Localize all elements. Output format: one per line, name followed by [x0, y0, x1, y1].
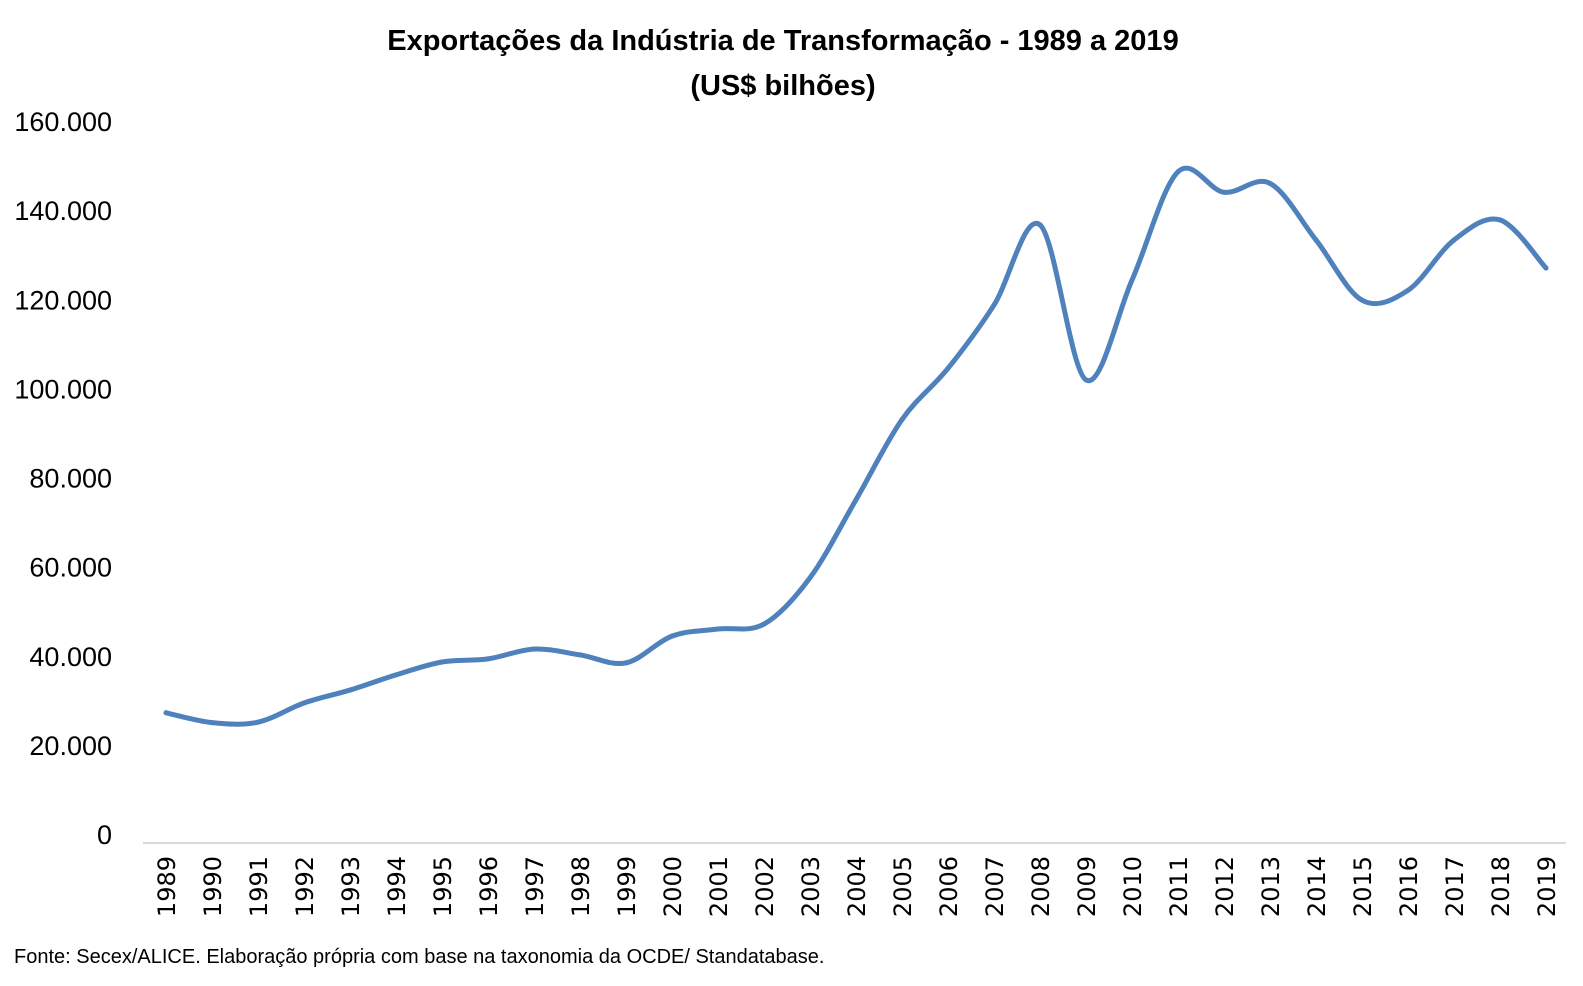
y-tick-label: 0 [97, 820, 112, 850]
data-point-1989 [163, 710, 169, 716]
x-tick-label: 2005 [889, 856, 917, 917]
data-point-1994 [393, 672, 399, 678]
x-tick-label: 2006 [935, 856, 963, 917]
y-tick-label: 20.000 [29, 731, 112, 761]
data-point-2010 [1129, 277, 1135, 283]
data-point-2014 [1313, 237, 1319, 243]
x-tick-label: 1995 [429, 856, 457, 917]
data-point-1993 [347, 687, 353, 693]
x-tick-label: 2014 [1303, 856, 1331, 917]
x-tick-label: 1998 [567, 856, 595, 917]
data-point-1998 [577, 652, 583, 658]
data-point-1996 [485, 656, 491, 662]
x-tick-label: 1989 [153, 856, 181, 917]
data-point-1997 [531, 646, 537, 652]
data-point-1991 [255, 719, 261, 725]
x-tick-label: 1999 [613, 856, 641, 917]
x-tick-label: 2016 [1395, 856, 1423, 917]
y-tick-label: 60.000 [29, 553, 112, 583]
data-point-2007 [991, 302, 997, 308]
x-tick-label: 2015 [1349, 856, 1377, 917]
y-axis: 0 20.000 40.000 60.000 80.000 100.000 120.000 1… [14, 107, 112, 850]
x-tick-label: 2002 [751, 856, 779, 917]
data-point-2015 [1359, 297, 1365, 303]
series-points [163, 169, 1549, 726]
source-note: Fonte: Secex/ALICE. Elaboração própria c… [14, 946, 825, 968]
x-tick-label: 1996 [475, 856, 503, 917]
data-point-2002 [761, 621, 767, 627]
chart-title: Exportações da Indústria de Transformaçã… [387, 25, 1178, 57]
y-tick-label: 160.000 [14, 107, 112, 137]
x-tick-label: 1992 [291, 856, 319, 917]
data-point-2013 [1267, 180, 1273, 186]
data-point-2012 [1221, 189, 1227, 195]
data-point-2005 [899, 417, 905, 423]
x-tick-label: 1997 [521, 856, 549, 917]
data-point-2018 [1497, 217, 1503, 223]
data-point-1990 [209, 720, 215, 726]
x-tick-label: 2010 [1119, 856, 1147, 917]
x-tick-label: 2000 [659, 856, 687, 917]
y-tick-label: 80.000 [29, 464, 112, 494]
x-tick-label: 2019 [1533, 856, 1561, 917]
y-tick-label: 40.000 [29, 642, 112, 672]
x-tick-label: 2009 [1073, 856, 1101, 917]
data-point-2004 [853, 497, 859, 503]
series-line [163, 165, 1549, 727]
data-point-2006 [945, 365, 951, 371]
x-tick-label: 2013 [1257, 856, 1285, 917]
x-tick-label: 2011 [1165, 856, 1193, 917]
data-point-1999 [623, 660, 629, 666]
x-tick-label: 1991 [245, 856, 273, 917]
data-point-2009 [1083, 377, 1089, 383]
x-tick-label: 2004 [843, 856, 871, 917]
y-tick-label: 120.000 [14, 285, 112, 315]
x-tick-label: 2003 [797, 856, 825, 917]
y-tick-label: 140.000 [14, 196, 112, 226]
data-point-2000 [669, 633, 675, 639]
data-point-2008 [1037, 222, 1043, 228]
x-axis: 1989 1990 1991 1992 1993 1994 1995 1996 1997 1998… [153, 856, 1561, 917]
y-tick-label: 100.000 [14, 374, 112, 404]
data-point-2003 [807, 575, 813, 581]
data-point-2019 [1543, 265, 1549, 271]
data-point-1995 [439, 659, 445, 665]
data-point-2001 [715, 626, 721, 632]
x-tick-label: 2001 [705, 856, 733, 917]
x-tick-label: 2012 [1211, 856, 1239, 917]
x-tick-label: 1993 [337, 856, 365, 917]
x-tick-label: 1994 [383, 856, 411, 917]
chart-subtitle: (US$ bilhões) [690, 70, 875, 102]
x-tick-label: 2017 [1441, 856, 1469, 917]
x-tick-label: 2008 [1027, 856, 1055, 917]
data-point-1992 [301, 700, 307, 706]
x-tick-label: 2007 [981, 856, 1009, 917]
x-tick-label: 1990 [199, 856, 227, 917]
data-point-2017 [1451, 237, 1457, 243]
x-tick-label: 2018 [1487, 856, 1515, 917]
data-point-2016 [1405, 287, 1411, 293]
data-point-2011 [1175, 169, 1181, 175]
line-chart: Exportações da Indústria de Transformaçã… [14, 25, 1566, 917]
